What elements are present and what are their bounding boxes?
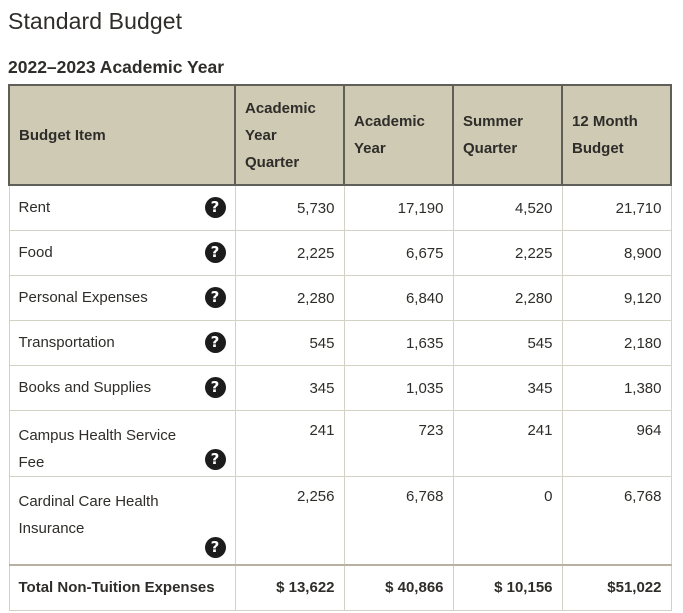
help-icon[interactable]: ? bbox=[204, 449, 226, 470]
total-academic-year: $ 40,866 bbox=[343, 563, 454, 611]
table-row-campus-health-service-fee: Campus Health Service Fee ? 241 723 241 … bbox=[8, 410, 672, 477]
row-label: Campus Health Service Fee bbox=[18, 427, 177, 471]
row-label: Transportation bbox=[18, 334, 115, 351]
cell-12-month: 8,900 bbox=[561, 230, 672, 276]
table-row-rent: Rent ? 5,730 17,190 4,520 21,710 bbox=[8, 184, 672, 231]
cell-12-month: 21,710 bbox=[561, 184, 672, 231]
row-label-cell: Campus Health Service Fee ? bbox=[8, 410, 236, 477]
cell-summer-quarter: 2,225 bbox=[452, 230, 563, 276]
cell-academic-year-quarter: 2,280 bbox=[234, 275, 345, 321]
help-icon[interactable]: ? bbox=[204, 377, 226, 398]
row-label-cell: Cardinal Care Health Insurance ? bbox=[8, 476, 236, 565]
cell-summer-quarter: 345 bbox=[452, 365, 563, 411]
row-label-cell: Personal Expenses ? bbox=[8, 275, 236, 321]
help-icon[interactable]: ? bbox=[204, 197, 226, 218]
table-row-transportation: Transportation ? 545 1,635 545 2,180 bbox=[8, 320, 672, 366]
cell-academic-year: 723 bbox=[343, 410, 454, 477]
help-icon[interactable]: ? bbox=[204, 287, 226, 308]
cell-academic-year: 6,768 bbox=[343, 476, 454, 565]
row-label-cell: Books and Supplies ? bbox=[8, 365, 236, 411]
row-label: Rent bbox=[18, 199, 51, 216]
cell-academic-year: 17,190 bbox=[343, 184, 454, 231]
help-icon[interactable]: ? bbox=[204, 242, 226, 263]
cell-summer-quarter: 545 bbox=[452, 320, 563, 366]
row-label-cell: Food ? bbox=[8, 230, 236, 276]
row-label: Cardinal Care Health Insurance bbox=[18, 493, 159, 537]
row-label: Food bbox=[18, 244, 53, 261]
cell-summer-quarter: 0 bbox=[452, 476, 563, 565]
cell-12-month: 1,380 bbox=[561, 365, 672, 411]
help-icon[interactable]: ? bbox=[204, 536, 226, 558]
header-row: Budget Item Academic Year Quarter Academ… bbox=[8, 84, 672, 186]
cell-12-month: 964 bbox=[561, 410, 672, 477]
page-title: Standard Budget bbox=[8, 8, 183, 34]
cell-12-month: 6,768 bbox=[561, 476, 672, 565]
total-summer-quarter: $ 10,156 bbox=[452, 563, 563, 611]
help-icon[interactable]: ? bbox=[204, 332, 226, 353]
cell-12-month: 2,180 bbox=[561, 320, 672, 366]
cell-summer-quarter: 4,520 bbox=[452, 184, 563, 231]
section-subtitle: 2022–2023 Academic Year bbox=[8, 57, 225, 77]
row-label-cell: Transportation ? bbox=[8, 320, 236, 366]
cell-academic-year-quarter: 545 bbox=[234, 320, 345, 366]
row-label: Books and Supplies bbox=[18, 379, 152, 396]
row-label-cell: Rent ? bbox=[8, 184, 236, 231]
cell-academic-year-quarter: 2,225 bbox=[234, 230, 345, 276]
cell-academic-year-quarter: 345 bbox=[234, 365, 345, 411]
total-academic-year-quarter: $ 13,622 bbox=[234, 563, 345, 611]
cell-academic-year: 1,635 bbox=[343, 320, 454, 366]
budget-table: Budget Item Academic Year Quarter Academ… bbox=[8, 84, 672, 611]
header-12-month-budget: 12 Month Budget bbox=[561, 84, 672, 186]
cell-academic-year: 1,035 bbox=[343, 365, 454, 411]
header-summer-quarter: Summer Quarter bbox=[452, 84, 563, 186]
row-label: Personal Expenses bbox=[18, 289, 148, 306]
table-row-cardinal-care-health-insurance: Cardinal Care Health Insurance ? 2,256 6… bbox=[8, 476, 672, 565]
total-12-month: $51,022 bbox=[561, 563, 672, 611]
cell-12-month: 9,120 bbox=[561, 275, 672, 321]
total-label: Total Non-Tuition Expenses bbox=[8, 563, 236, 611]
cell-academic-year: 6,840 bbox=[343, 275, 454, 321]
table-row-total: Total Non-Tuition Expenses $ 13,622 $ 40… bbox=[8, 563, 672, 611]
cell-academic-year: 6,675 bbox=[343, 230, 454, 276]
cell-academic-year-quarter: 241 bbox=[234, 410, 345, 477]
cell-academic-year-quarter: 2,256 bbox=[234, 476, 345, 565]
table-row-personal-expenses: Personal Expenses ? 2,280 6,840 2,280 9,… bbox=[8, 275, 672, 321]
cell-summer-quarter: 2,280 bbox=[452, 275, 563, 321]
cell-academic-year-quarter: 5,730 bbox=[234, 184, 345, 231]
table-row-food: Food ? 2,225 6,675 2,225 8,900 bbox=[8, 230, 672, 276]
header-academic-year: Academic Year bbox=[343, 84, 454, 186]
header-academic-year-quarter: Academic Year Quarter bbox=[234, 84, 345, 186]
table-row-books-and-supplies: Books and Supplies ? 345 1,035 345 1,380 bbox=[8, 365, 672, 411]
cell-summer-quarter: 241 bbox=[452, 410, 563, 477]
header-budget-item: Budget Item bbox=[8, 84, 236, 186]
